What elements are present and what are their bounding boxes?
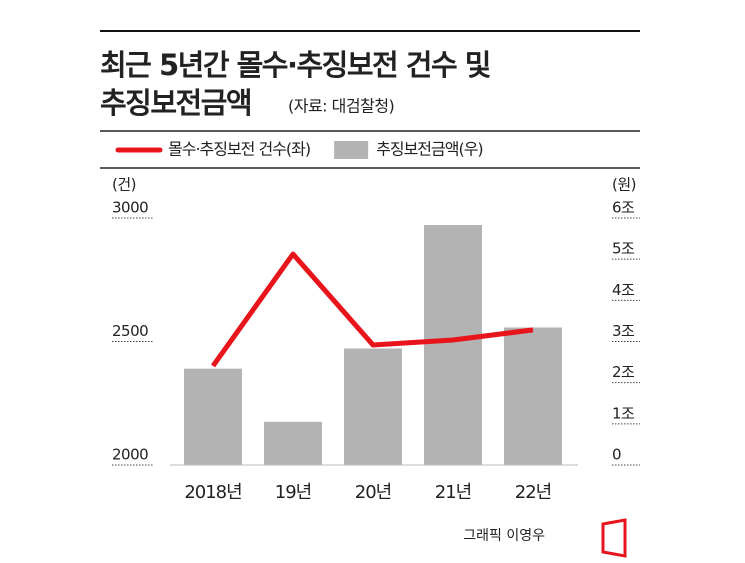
y-tick-label: 2500 <box>112 322 148 340</box>
x-tick-label: 21년 <box>435 482 471 503</box>
chart-title: 추징보전금액 <box>100 86 251 120</box>
y2-tick-label: 0 <box>612 446 621 464</box>
y-tick-label: 3000 <box>112 199 148 217</box>
y2-tick-label: 6조 <box>612 199 635 217</box>
source: (자료: 대검찰청) <box>288 97 394 116</box>
y-axis-label: (건) <box>112 176 136 194</box>
y2-tick-label: 2조 <box>612 363 635 381</box>
credit: 그래픽 이영우 <box>463 528 545 544</box>
legend-label: 몰수·추징보전 건수(좌) <box>168 140 310 159</box>
legend-label: 추징보전금액(우) <box>376 140 483 159</box>
legend-swatch <box>334 141 369 159</box>
line <box>210 251 534 368</box>
bar <box>424 224 482 465</box>
y2-axis-label: (원) <box>612 176 636 194</box>
bar <box>344 348 402 465</box>
y2-tick-label: 5조 <box>612 240 635 258</box>
x-tick-label: 20년 <box>355 482 391 503</box>
chart-title: 최근 5년간 몰수·추징보전 건수 및 <box>100 48 491 82</box>
bar <box>264 421 322 465</box>
x-tick-label: 22년 <box>515 482 551 503</box>
bar <box>504 327 562 465</box>
y2-tick-label: 4조 <box>612 281 635 299</box>
y-tick-label: 2000 <box>112 446 148 464</box>
bar <box>184 368 242 465</box>
credit-icon <box>601 518 627 558</box>
y2-tick-label: 1조 <box>612 404 635 422</box>
y2-tick-label: 3조 <box>612 322 635 340</box>
x-tick-label: 19년 <box>275 482 311 503</box>
x-tick-label: 2018년 <box>184 482 241 503</box>
